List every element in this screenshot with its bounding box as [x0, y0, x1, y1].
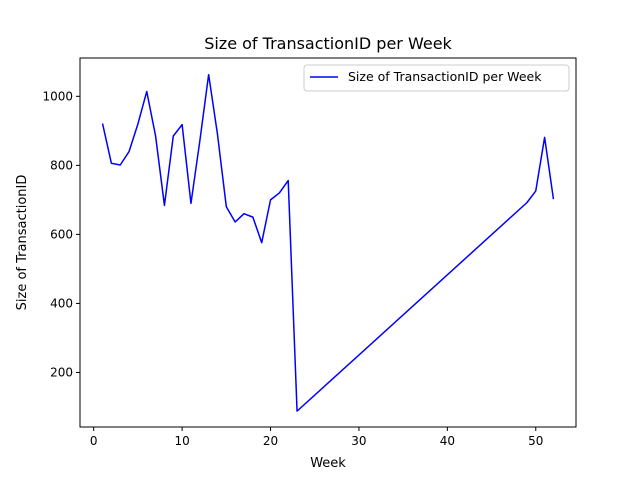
y-tick-label: 800	[50, 158, 73, 172]
chart-title: Size of TransactionID per Week	[204, 34, 452, 53]
y-axis-label: Size of TransactionID	[15, 175, 30, 311]
y-tick-label: 600	[50, 227, 73, 241]
legend-label: Size of TransactionID per Week	[348, 69, 542, 84]
x-tick-label: 30	[351, 434, 366, 448]
y-axis-ticks: 200 400 600 800 1000	[42, 89, 80, 379]
x-tick-label: 50	[528, 434, 543, 448]
legend: Size of TransactionID per Week	[303, 64, 570, 92]
plot-frame	[79, 57, 577, 428]
legend-box	[303, 64, 570, 92]
x-axis-ticks: 0 10 20 30 40 50	[90, 427, 543, 448]
x-tick-label: 10	[174, 434, 189, 448]
plot-area	[101, 73, 555, 412]
x-tick-label: 0	[90, 434, 98, 448]
y-tick-label: 1000	[42, 89, 73, 103]
x-tick-label: 20	[263, 434, 278, 448]
y-tick-label: 400	[50, 296, 73, 310]
x-axis-label: Week	[310, 456, 346, 471]
x-tick-label: 40	[440, 434, 455, 448]
y-tick-label: 200	[50, 365, 73, 379]
